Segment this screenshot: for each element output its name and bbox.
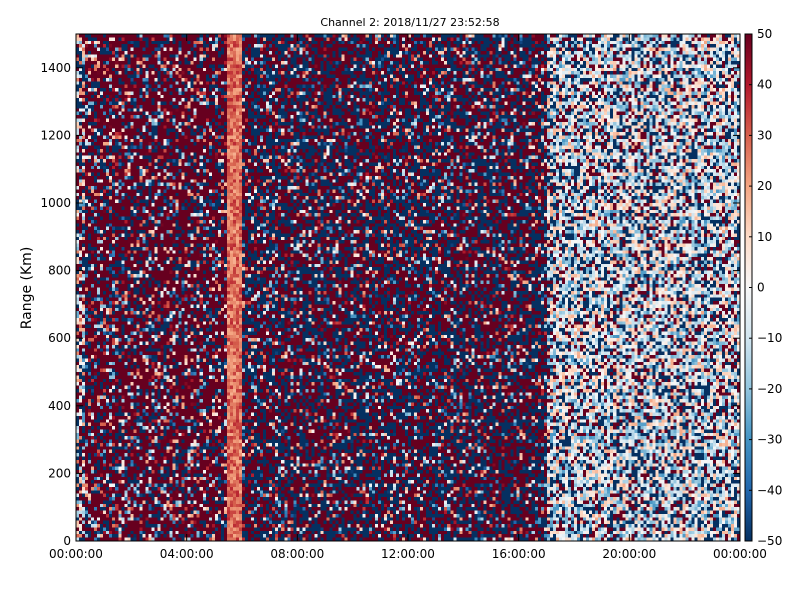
x-tick-label: 08:00:00 [270,547,324,561]
x-tick-label: 12:00:00 [381,547,435,561]
y-axis: 0 200 400 600 800 1000 1200 1400 [40,61,740,548]
colorbar-tick-label: −30 [757,433,782,447]
y-tick-label: 200 [48,466,71,480]
colorbar-tick-label: 10 [757,230,772,244]
colorbar: 50 40 30 20 10 0 −10 −20 −30 −40 −50 [744,27,782,548]
colorbar-tick-label: 20 [757,179,772,193]
x-tick-label: 00:00:00 [713,547,767,561]
colorbar-tick-label: −50 [757,534,782,548]
y-tick-label: 1400 [40,61,71,75]
x-tick-label: 04:00:00 [160,547,214,561]
y-tick-label: 1200 [40,128,71,142]
heatmap-cells [76,34,740,541]
colorbar-tick-label: 0 [757,281,765,295]
colorbar-tick-label: 50 [757,27,772,41]
chart-title: Channel 2: 2018/11/27 23:52:58 [320,16,499,29]
colorbar-tick-label: −40 [757,483,782,497]
x-tick-label: 20:00:00 [602,547,656,561]
x-axis: 00:00:00 04:00:00 08:00:00 12:00:00 16:00:00… [49,34,767,561]
x-tick-label: 00:00:00 [49,547,103,561]
y-axis-label: Range (Km) [19,247,35,330]
colorbar-tick-label: −10 [757,331,782,345]
y-tick-label: 400 [48,399,71,413]
y-tick-label: 1000 [40,196,71,210]
colorbar-tick-label: 40 [757,78,772,92]
y-tick-label: 800 [48,264,71,278]
heatmap-plot-area [76,34,740,541]
y-tick-label: 600 [48,331,71,345]
y-tick-label: 0 [63,534,71,548]
colorbar-tick-label: 30 [757,128,772,142]
x-tick-label: 16:00:00 [492,547,546,561]
colorbar-tick-label: −20 [757,382,782,396]
